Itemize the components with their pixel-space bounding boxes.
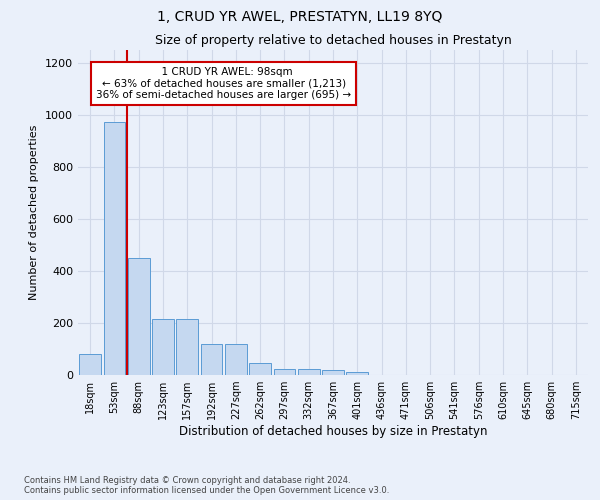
Bar bbox=[104, 122, 125, 375]
Text: Contains HM Land Registry data © Crown copyright and database right 2024.
Contai: Contains HM Land Registry data © Crown c… bbox=[24, 476, 389, 495]
Bar bbox=[152, 319, 174, 375]
Text: 1 CRUD YR AWEL: 98sqm
← 63% of detached houses are smaller (1,213)
36% of semi-d: 1 CRUD YR AWEL: 98sqm ← 63% of detached … bbox=[96, 67, 351, 100]
Bar bbox=[346, 372, 368, 375]
Bar bbox=[322, 370, 344, 375]
X-axis label: Distribution of detached houses by size in Prestatyn: Distribution of detached houses by size … bbox=[179, 425, 487, 438]
Y-axis label: Number of detached properties: Number of detached properties bbox=[29, 125, 40, 300]
Text: 1, CRUD YR AWEL, PRESTATYN, LL19 8YQ: 1, CRUD YR AWEL, PRESTATYN, LL19 8YQ bbox=[157, 10, 443, 24]
Title: Size of property relative to detached houses in Prestatyn: Size of property relative to detached ho… bbox=[155, 34, 511, 48]
Bar bbox=[274, 368, 295, 375]
Bar bbox=[128, 258, 149, 375]
Bar bbox=[79, 354, 101, 375]
Bar bbox=[225, 344, 247, 375]
Bar bbox=[249, 362, 271, 375]
Bar bbox=[200, 344, 223, 375]
Bar bbox=[298, 368, 320, 375]
Bar bbox=[176, 319, 198, 375]
